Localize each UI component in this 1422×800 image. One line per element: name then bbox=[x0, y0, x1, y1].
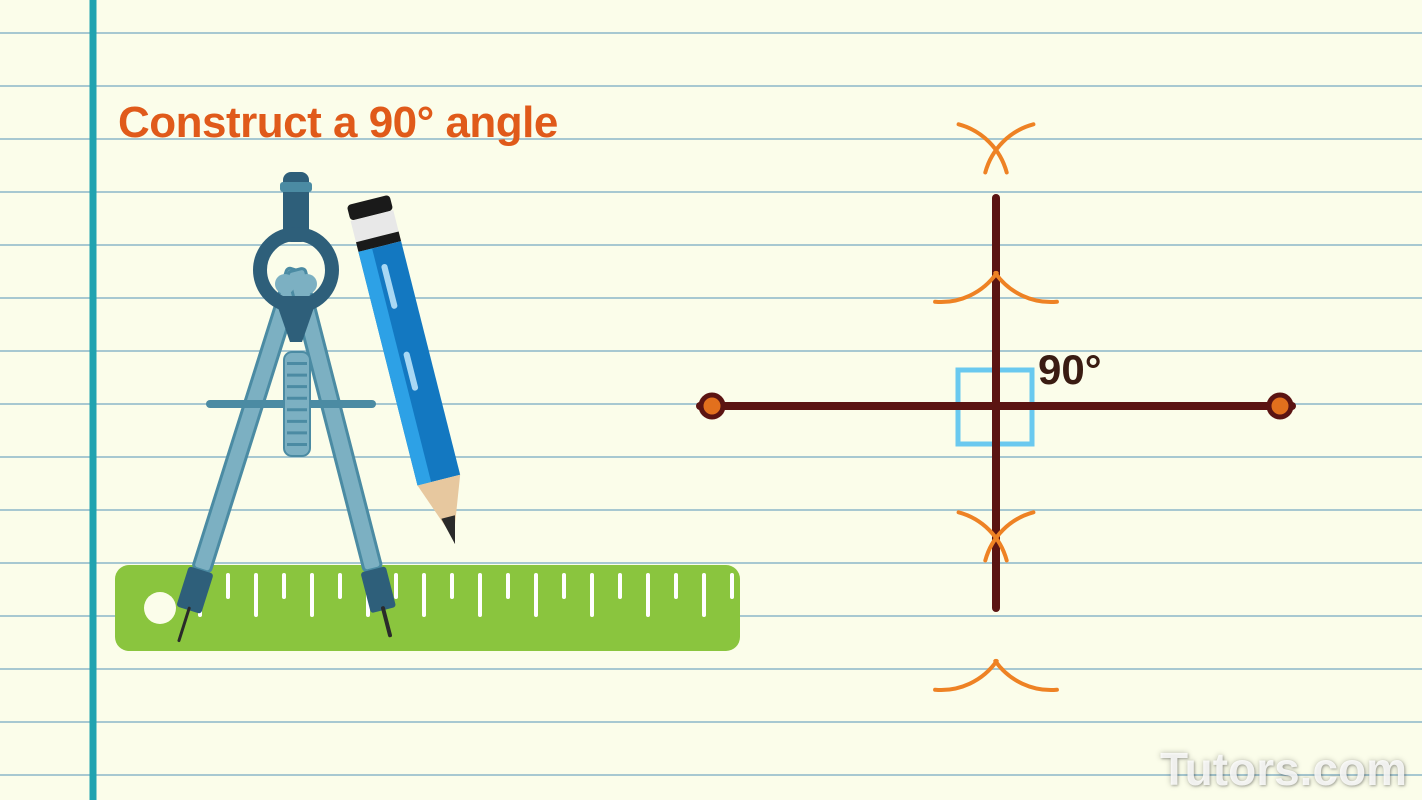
angle-label: 90° bbox=[1038, 346, 1102, 393]
endpoint-dot bbox=[701, 395, 723, 417]
page-title: Construct a 90° angle bbox=[118, 98, 558, 148]
watermark: Tutors.com bbox=[1160, 742, 1407, 796]
endpoint-dot bbox=[1269, 395, 1291, 417]
